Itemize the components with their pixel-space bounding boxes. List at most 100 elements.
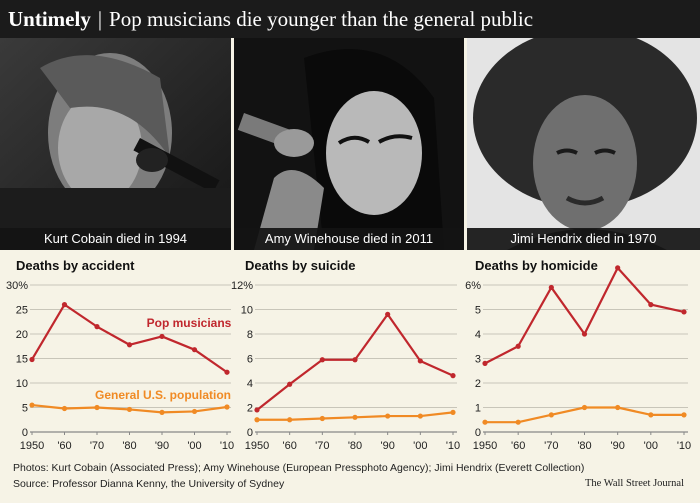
x-tick-label: '60: [57, 440, 71, 452]
x-tick-label: '70: [90, 440, 104, 452]
data-point-pop-musicians: [191, 347, 198, 353]
source-note: Source: Professor Dianna Kenny, the Univ…: [13, 478, 285, 490]
data-point-pop-musicians: [385, 311, 391, 317]
data-point-pop-musicians: [319, 357, 325, 363]
y-tick-label: 5: [475, 305, 481, 317]
y-tick-label: 6: [247, 354, 253, 366]
data-point-pop-musicians: [482, 360, 488, 366]
x-tick-label: '00: [413, 440, 427, 452]
y-tick-label: 2: [247, 403, 253, 415]
amy-winehouse-photo-image: [234, 38, 464, 250]
panel-deaths-by-suicide: Deaths by suicide 0 2 4 6 8 10 12% 1950 '60 '70 '80…: [231, 258, 460, 452]
publisher-brand: The Wall Street Journal: [585, 478, 684, 489]
data-point-pop-musicians: [515, 343, 521, 349]
data-point-pop-musicians: [94, 324, 100, 330]
data-point-general-population: [287, 417, 293, 423]
x-tick-label: 1950: [245, 440, 269, 452]
data-point-pop-musicians: [224, 369, 230, 375]
data-point-pop-musicians: [548, 284, 554, 291]
x-tick-label: '10: [220, 440, 234, 452]
data-point-general-population: [61, 405, 68, 412]
y-tick-label: 25: [16, 305, 28, 317]
x-tick-label: '90: [155, 440, 169, 452]
x-tick-label: '90: [610, 440, 624, 452]
photo-jimi-hendrix: Jimi Hendrix died in 1970: [467, 38, 700, 250]
panel-deaths-by-accident: Deaths by accident 0 5 10 15 20 25 30% 1950 '60 '7…: [6, 258, 234, 452]
chart-header: Untimely | Pop musicians die younger tha…: [0, 0, 700, 38]
photo-credits: Photos: Kurt Cobain (Associated Press); …: [13, 462, 585, 474]
y-tick-label: 15: [16, 354, 28, 366]
data-point-pop-musicians: [352, 357, 358, 363]
x-tick-label: '80: [348, 440, 362, 452]
headline-subtitle: Pop musicians die younger than the gener…: [109, 6, 534, 31]
data-point-general-population: [319, 415, 325, 422]
series-line-pop-musicians: [31, 303, 228, 374]
data-point-pop-musicians: [126, 342, 133, 348]
chart-title: Deaths by homicide: [475, 258, 598, 273]
x-tick-label: '80: [577, 440, 591, 452]
x-tick-label: '10: [446, 440, 460, 452]
data-point-general-population: [191, 408, 198, 415]
x-tick-label: '90: [380, 440, 394, 452]
y-tick-label: 2: [475, 378, 481, 390]
x-tick-label: '10: [677, 440, 691, 452]
x-tick-label: '80: [122, 440, 136, 452]
photo-kurt-cobain: Kurt Cobain died in 1994: [0, 38, 231, 250]
y-tick-label: 3: [475, 354, 481, 366]
y-tick-label: 8: [247, 329, 253, 341]
x-tick-label: '60: [511, 440, 525, 452]
y-tick-label: 0: [22, 427, 28, 439]
data-point-general-population: [254, 417, 260, 423]
data-point-pop-musicians: [417, 358, 423, 364]
data-point-pop-musicians: [287, 381, 293, 387]
headline-separator: |: [97, 6, 103, 31]
y-tick-label: 0: [247, 427, 253, 439]
y-tick-label: 0: [475, 427, 481, 439]
x-tick-label: 1950: [473, 440, 497, 452]
series-line-pop-musicians: [484, 266, 685, 365]
data-point-pop-musicians: [450, 373, 456, 379]
panel-deaths-by-homicide: Deaths by homicide 0 1 2 3 4 5 6% 1950 '60 '70 '80 '…: [465, 258, 691, 452]
data-point-general-population: [450, 409, 456, 415]
x-tick-label: '70: [315, 440, 329, 452]
data-point-general-population: [681, 412, 687, 418]
data-point-general-population: [581, 404, 588, 411]
data-point-general-population: [548, 412, 554, 418]
y-tick-label: 5: [22, 403, 28, 415]
y-tick-label: 10: [241, 305, 253, 317]
data-point-general-population: [29, 402, 35, 408]
kurt-cobain-photo-image: [0, 38, 231, 250]
data-point-general-population: [515, 419, 521, 425]
data-point-pop-musicians: [615, 265, 621, 271]
photo-amy-winehouse: Amy Winehouse died in 2011: [234, 38, 464, 250]
x-tick-label: '60: [282, 440, 296, 452]
data-point-pop-musicians: [681, 309, 687, 315]
y-tick-label: 4: [475, 329, 481, 341]
data-point-general-population: [94, 404, 100, 411]
y-tick-label: 6%: [465, 280, 481, 292]
chart-title: Deaths by suicide: [245, 258, 356, 273]
chart-title: Deaths by accident: [16, 258, 135, 273]
y-tick-label: 20: [16, 329, 28, 341]
data-point-pop-musicians: [254, 407, 260, 413]
y-tick-label: 30%: [6, 280, 28, 292]
caption-jimi-hendrix: Jimi Hendrix died in 1970: [467, 228, 700, 250]
annotation-general-population: General U.S. population: [95, 388, 231, 402]
data-point-general-population: [352, 414, 358, 420]
y-tick-label: 12%: [231, 280, 253, 292]
data-point-pop-musicians: [29, 356, 35, 363]
data-point-general-population: [385, 413, 391, 419]
x-tick-label: '00: [644, 440, 658, 452]
caption-amy-winehouse: Amy Winehouse died in 2011: [234, 228, 464, 250]
y-tick-label: 4: [247, 378, 253, 390]
x-tick-label: '70: [544, 440, 558, 452]
data-point-pop-musicians: [159, 333, 165, 340]
annotation-pop-musicians: Pop musicians: [147, 316, 232, 330]
y-tick-label: 10: [16, 378, 28, 390]
data-point-pop-musicians: [581, 331, 588, 337]
headline-bold: Untimely: [8, 6, 91, 31]
data-point-general-population: [482, 419, 488, 425]
data-point-general-population: [126, 406, 133, 413]
data-point-general-population: [224, 404, 230, 410]
data-point-general-population: [417, 413, 423, 419]
